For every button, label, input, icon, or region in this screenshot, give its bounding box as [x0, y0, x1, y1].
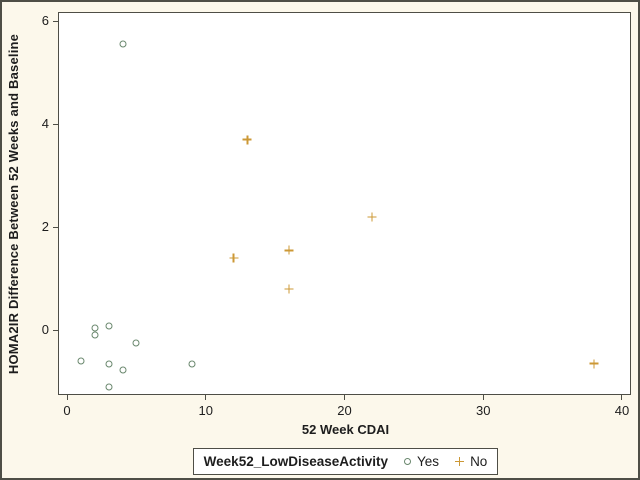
- legend-item-label: Yes: [417, 454, 440, 469]
- data-point-yes: [188, 360, 196, 368]
- x-axis-tick: [621, 395, 623, 400]
- data-point-yes: [105, 322, 113, 330]
- x-axis-tick-label: 10: [198, 403, 213, 418]
- data-point-yes: [105, 360, 113, 368]
- x-axis-tick: [482, 395, 484, 400]
- legend-item-label: No: [470, 454, 488, 469]
- y-axis-tick: [53, 20, 58, 22]
- data-point-yes: [119, 40, 127, 48]
- x-axis-tick-label: 20: [337, 403, 352, 418]
- legend-title: Week52_LowDiseaseActivity: [203, 454, 389, 469]
- circle-marker-icon: [404, 458, 412, 465]
- y-axis-tick: [53, 123, 58, 125]
- data-point-no: [284, 284, 294, 294]
- y-axis-tick: [53, 329, 58, 331]
- y-axis-tick-label: 6: [41, 13, 49, 29]
- data-point-yes: [132, 339, 140, 347]
- legend-item-no: No: [455, 454, 487, 469]
- plus-marker-icon: [455, 457, 465, 466]
- x-axis-tick-label: 40: [614, 403, 630, 418]
- data-point-no: [367, 212, 377, 222]
- data-point-yes: [77, 357, 85, 365]
- legend-row: Week52_LowDiseaseActivity Yes No: [59, 448, 632, 475]
- y-axis-tick-label: 2: [41, 219, 49, 235]
- y-axis-tick-label: 4: [41, 116, 49, 132]
- x-axis-title: 52 Week CDAI: [301, 422, 390, 437]
- y-axis-tick-label: 0: [41, 322, 49, 338]
- data-point-yes: [91, 324, 99, 332]
- x-axis-tick-label: 0: [63, 403, 71, 418]
- data-point-yes: [119, 366, 127, 374]
- data-point-no: [284, 245, 294, 255]
- x-axis-tick: [66, 395, 68, 400]
- data-point-no: [589, 359, 599, 369]
- x-axis-tick-label: 30: [475, 403, 491, 418]
- data-point-no: [242, 135, 252, 145]
- plot-area: 0 10 20 30 40 0 2 4 6: [42, 12, 631, 418]
- legend-item-yes: Yes: [404, 454, 439, 469]
- legend: Week52_LowDiseaseActivity Yes No: [192, 448, 499, 475]
- x-axis-tick: [205, 395, 207, 400]
- data-point-no: [229, 253, 239, 263]
- data-point-yes: [105, 383, 113, 391]
- y-axis-tick: [53, 226, 58, 228]
- y-axis-title: HOMA2IR Difference Between 52 Weeks and …: [6, 33, 21, 375]
- data-point-yes: [91, 331, 99, 339]
- x-axis-tick: [344, 395, 345, 400]
